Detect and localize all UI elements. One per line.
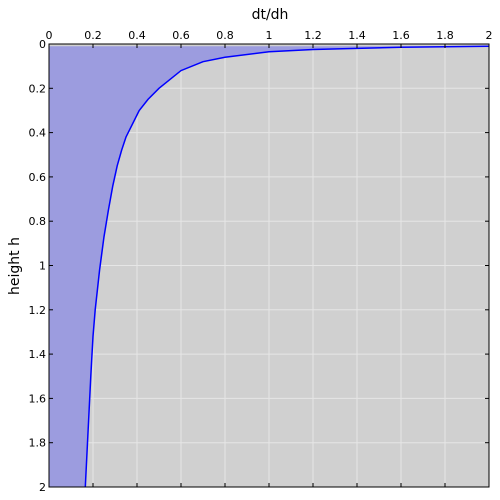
y-tick-label: 1 <box>39 260 46 273</box>
x-tick-label: 0.4 <box>128 29 146 42</box>
y-tick-label: 0.8 <box>29 215 47 228</box>
x-tick-label: 1.4 <box>348 29 366 42</box>
x-axis-title: dt/dh <box>252 7 289 23</box>
x-tick-label: 1 <box>266 29 273 42</box>
x-tick-label: 1.2 <box>304 29 322 42</box>
y-tick-label: 1.2 <box>29 304 47 317</box>
area-fill <box>49 46 489 487</box>
x-tick-label: 1.6 <box>392 29 410 42</box>
y-tick-label: 2 <box>39 481 46 494</box>
y-tick-label: 0.6 <box>29 171 47 184</box>
series-line <box>84 45 490 488</box>
x-tick-label: 0.6 <box>172 29 190 42</box>
y-tick-label: 1.6 <box>29 392 47 405</box>
y-tick-label: 0.4 <box>29 127 47 140</box>
y-axis-title: height h <box>7 237 23 295</box>
x-tick-label: 0 <box>46 29 53 42</box>
x-tick-label: 0.8 <box>216 29 234 42</box>
x-tick-label: 1.8 <box>436 29 454 42</box>
x-tick-label: 0.2 <box>84 29 102 42</box>
y-tick-label: 0 <box>39 38 46 51</box>
y-tick-label: 1.8 <box>29 437 47 450</box>
x-tick-label: 2 <box>486 29 493 42</box>
y-tick-label: 0.2 <box>29 82 47 95</box>
y-tick-label: 1.4 <box>29 348 47 361</box>
